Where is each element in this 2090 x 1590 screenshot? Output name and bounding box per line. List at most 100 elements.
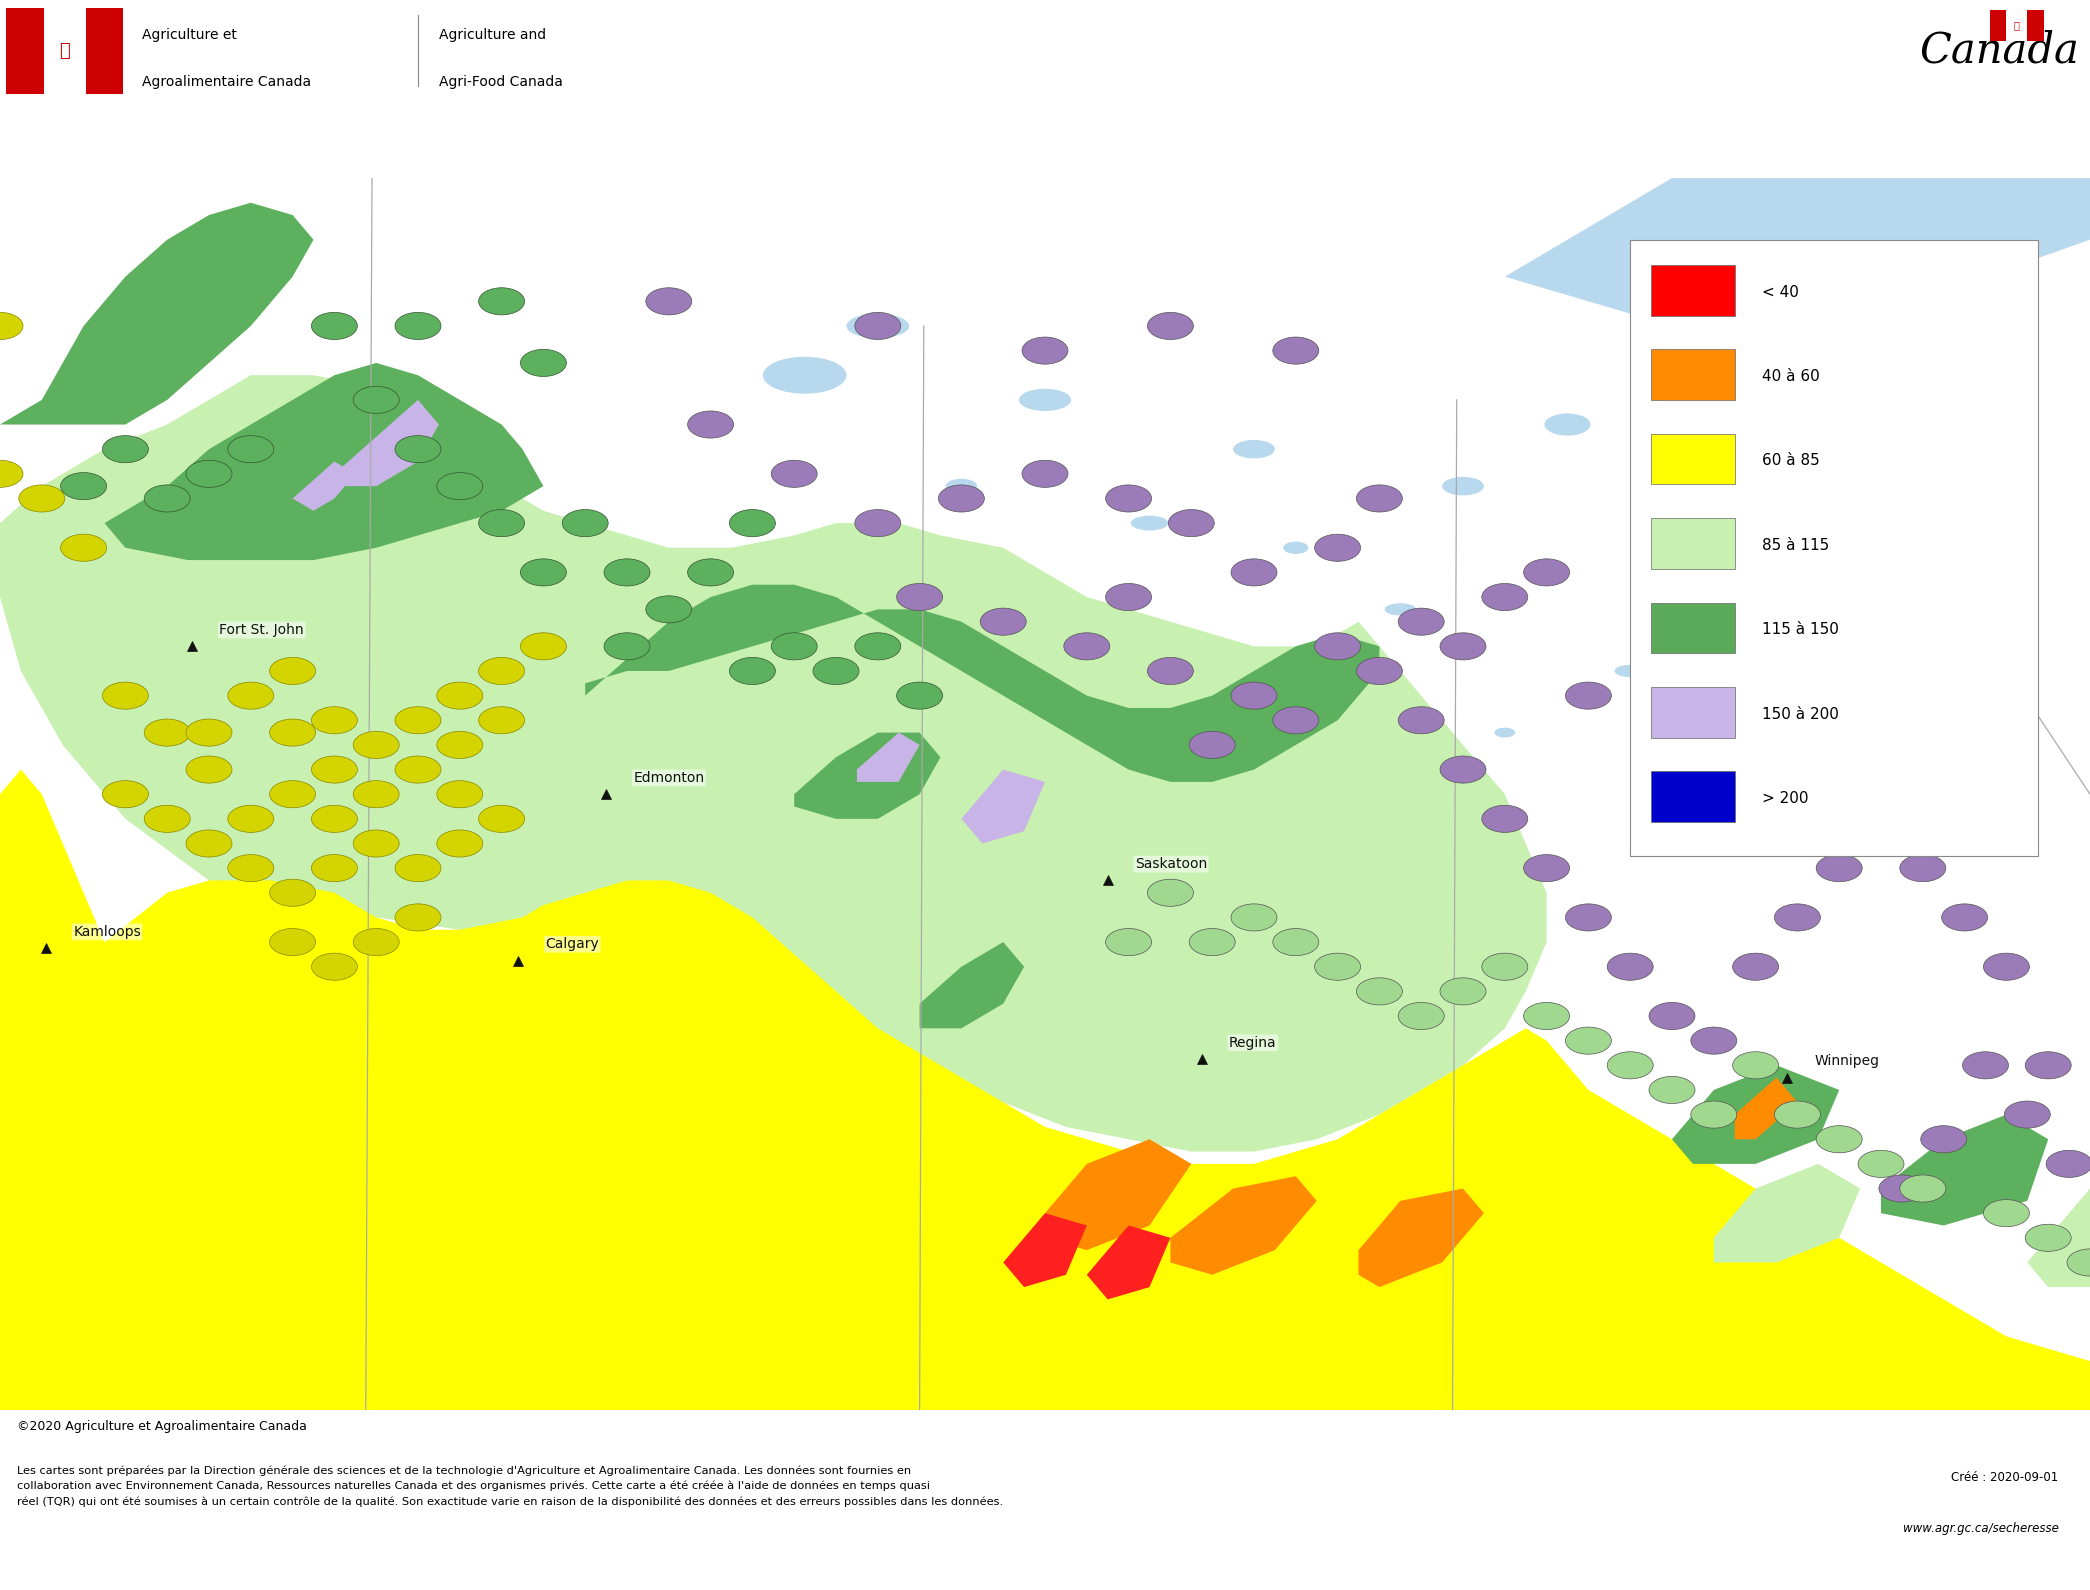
Text: Canada: Canada	[1921, 30, 2080, 72]
Circle shape	[1858, 1150, 1904, 1178]
Text: Saskatoon: Saskatoon	[1135, 857, 1208, 871]
Circle shape	[228, 805, 274, 833]
Bar	[2027, 10, 2044, 41]
Circle shape	[479, 509, 525, 537]
Polygon shape	[293, 461, 355, 510]
Text: Agriculture et: Agriculture et	[142, 29, 236, 43]
Circle shape	[855, 312, 901, 340]
Ellipse shape	[1346, 690, 1371, 701]
Polygon shape	[1672, 1065, 1839, 1164]
Circle shape	[395, 903, 441, 932]
Circle shape	[1168, 509, 1214, 537]
Text: Créé : 2020-09-01: Créé : 2020-09-01	[1952, 1471, 2059, 1483]
Circle shape	[437, 682, 483, 709]
Circle shape	[1607, 952, 1653, 981]
Circle shape	[353, 731, 399, 758]
Circle shape	[1524, 854, 1570, 882]
Circle shape	[1315, 534, 1361, 561]
Circle shape	[1524, 558, 1570, 587]
Circle shape	[1356, 657, 1402, 685]
Ellipse shape	[763, 356, 846, 394]
Circle shape	[1649, 1076, 1695, 1103]
Circle shape	[228, 682, 274, 709]
Circle shape	[1482, 805, 1528, 833]
Bar	[1651, 771, 1735, 822]
Text: Fort St. John: Fort St. John	[219, 623, 303, 638]
Circle shape	[520, 633, 566, 660]
Circle shape	[186, 755, 232, 784]
Circle shape	[897, 584, 943, 611]
Circle shape	[102, 436, 148, 463]
Circle shape	[144, 719, 190, 746]
Circle shape	[61, 472, 107, 499]
Circle shape	[1649, 1002, 1695, 1030]
Circle shape	[1963, 1051, 2008, 1080]
Polygon shape	[0, 202, 314, 425]
Text: Regina: Regina	[1229, 1035, 1277, 1049]
Circle shape	[897, 682, 943, 709]
Circle shape	[353, 929, 399, 956]
Circle shape	[1983, 952, 2029, 981]
Circle shape	[479, 288, 525, 315]
Circle shape	[395, 312, 441, 340]
Circle shape	[479, 657, 525, 685]
Circle shape	[646, 288, 692, 315]
Circle shape	[688, 410, 734, 439]
Circle shape	[520, 558, 566, 587]
Circle shape	[2067, 1248, 2090, 1277]
Circle shape	[437, 731, 483, 758]
Text: 🍁: 🍁	[59, 41, 71, 60]
Polygon shape	[1881, 1115, 2048, 1226]
Circle shape	[311, 706, 357, 735]
Text: 150 à 200: 150 à 200	[1762, 706, 1839, 722]
Circle shape	[1900, 1175, 1946, 1202]
Bar	[1990, 10, 2006, 41]
Circle shape	[353, 781, 399, 808]
Ellipse shape	[1233, 440, 1275, 458]
Ellipse shape	[846, 313, 909, 339]
Circle shape	[562, 509, 608, 537]
Circle shape	[437, 781, 483, 808]
Circle shape	[1147, 312, 1193, 340]
Circle shape	[1733, 952, 1779, 981]
Circle shape	[186, 719, 232, 746]
Text: Calgary: Calgary	[545, 937, 600, 951]
Circle shape	[144, 485, 190, 512]
Text: 🍁: 🍁	[2015, 21, 2019, 30]
Circle shape	[395, 436, 441, 463]
Bar	[1651, 434, 1735, 485]
Circle shape	[311, 854, 357, 882]
Circle shape	[771, 460, 817, 488]
Circle shape	[1691, 1100, 1737, 1129]
Circle shape	[1022, 460, 1068, 488]
Text: < 40: < 40	[1762, 285, 1799, 299]
Circle shape	[270, 781, 316, 808]
Circle shape	[1900, 854, 1946, 882]
Circle shape	[270, 719, 316, 746]
Polygon shape	[1358, 1189, 1484, 1288]
Circle shape	[1356, 978, 1402, 1005]
Text: 115 à 150: 115 à 150	[1762, 622, 1839, 638]
Circle shape	[311, 805, 357, 833]
Circle shape	[1774, 755, 1820, 784]
Circle shape	[270, 879, 316, 906]
Circle shape	[228, 854, 274, 882]
Circle shape	[1273, 337, 1319, 364]
Circle shape	[604, 558, 650, 587]
Circle shape	[1565, 903, 1611, 932]
Circle shape	[479, 805, 525, 833]
Circle shape	[813, 657, 859, 685]
Circle shape	[855, 509, 901, 537]
Circle shape	[353, 386, 399, 413]
Text: ©2020 Agriculture et Agroalimentaire Canada: ©2020 Agriculture et Agroalimentaire Can…	[17, 1420, 307, 1433]
Circle shape	[1398, 1002, 1444, 1030]
Circle shape	[1774, 903, 1820, 932]
Circle shape	[1189, 731, 1235, 758]
Circle shape	[1106, 485, 1152, 512]
Ellipse shape	[1384, 603, 1417, 615]
Text: 85 à 115: 85 à 115	[1762, 537, 1829, 553]
Ellipse shape	[1864, 727, 1898, 739]
Circle shape	[688, 558, 734, 587]
Circle shape	[395, 755, 441, 784]
Circle shape	[604, 633, 650, 660]
